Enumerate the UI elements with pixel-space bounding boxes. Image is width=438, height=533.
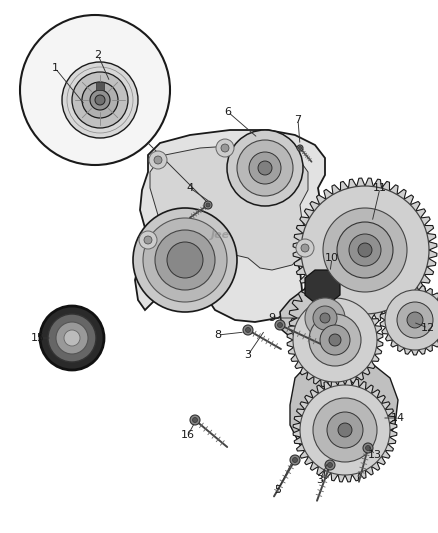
Circle shape <box>299 147 301 149</box>
Circle shape <box>216 139 234 157</box>
Circle shape <box>48 314 96 362</box>
Circle shape <box>301 244 309 252</box>
Circle shape <box>243 325 253 335</box>
Polygon shape <box>96 82 104 90</box>
Circle shape <box>397 302 433 338</box>
Circle shape <box>305 298 345 338</box>
Text: 12: 12 <box>421 323 435 333</box>
Circle shape <box>323 208 407 292</box>
Circle shape <box>349 234 381 266</box>
Circle shape <box>95 95 105 105</box>
Text: 1: 1 <box>52 63 59 73</box>
Circle shape <box>204 201 212 209</box>
Circle shape <box>365 446 371 450</box>
Circle shape <box>275 320 285 330</box>
Polygon shape <box>380 285 438 355</box>
Circle shape <box>338 423 352 437</box>
Circle shape <box>407 312 423 328</box>
Text: 16: 16 <box>181 430 195 440</box>
Circle shape <box>133 208 237 312</box>
Circle shape <box>206 203 210 207</box>
Circle shape <box>143 218 227 302</box>
Circle shape <box>249 152 281 184</box>
Text: 15: 15 <box>31 333 45 343</box>
Circle shape <box>64 330 80 346</box>
Circle shape <box>139 231 157 249</box>
Text: 13: 13 <box>368 450 382 460</box>
Circle shape <box>296 239 314 257</box>
Circle shape <box>82 82 118 118</box>
Circle shape <box>325 460 335 470</box>
Polygon shape <box>293 178 437 322</box>
Circle shape <box>192 417 198 423</box>
Circle shape <box>155 230 215 290</box>
Circle shape <box>300 385 390 475</box>
Text: 2: 2 <box>95 50 102 60</box>
Text: 4: 4 <box>187 183 194 193</box>
Circle shape <box>237 140 293 196</box>
Circle shape <box>313 398 377 462</box>
Polygon shape <box>148 145 308 285</box>
Circle shape <box>20 15 170 165</box>
Polygon shape <box>287 292 383 388</box>
Circle shape <box>149 151 167 169</box>
Polygon shape <box>305 270 340 303</box>
Polygon shape <box>293 378 397 482</box>
Circle shape <box>327 412 363 448</box>
Circle shape <box>320 325 350 355</box>
Circle shape <box>309 314 361 366</box>
Text: 3: 3 <box>244 350 251 360</box>
Circle shape <box>258 161 272 175</box>
Circle shape <box>328 463 332 467</box>
Circle shape <box>297 145 303 151</box>
Polygon shape <box>135 130 325 322</box>
Polygon shape <box>289 282 361 354</box>
Polygon shape <box>290 358 398 462</box>
Circle shape <box>227 130 303 206</box>
Circle shape <box>90 90 110 110</box>
Text: 14: 14 <box>391 413 405 423</box>
Circle shape <box>154 156 162 164</box>
Circle shape <box>337 222 393 278</box>
Text: 9: 9 <box>268 313 276 323</box>
Text: 7: 7 <box>294 115 301 125</box>
Circle shape <box>246 327 251 333</box>
Circle shape <box>278 322 283 327</box>
Circle shape <box>293 457 297 463</box>
Circle shape <box>290 455 300 465</box>
Circle shape <box>56 322 88 354</box>
Circle shape <box>167 242 203 278</box>
Text: Jee: Jee <box>210 230 230 240</box>
Text: 10: 10 <box>325 253 339 263</box>
Text: 6: 6 <box>225 107 232 117</box>
Circle shape <box>221 144 229 152</box>
Circle shape <box>329 334 341 346</box>
Circle shape <box>358 243 372 257</box>
Text: 5: 5 <box>275 485 282 495</box>
Circle shape <box>385 290 438 350</box>
Circle shape <box>72 72 128 128</box>
Circle shape <box>363 443 373 453</box>
Circle shape <box>320 313 330 323</box>
Circle shape <box>190 415 200 425</box>
Text: 3: 3 <box>317 475 324 485</box>
Circle shape <box>293 298 377 382</box>
Circle shape <box>40 306 104 370</box>
Text: 8: 8 <box>215 330 222 340</box>
Circle shape <box>313 306 337 330</box>
Circle shape <box>301 186 429 314</box>
Circle shape <box>62 62 138 138</box>
Circle shape <box>144 236 152 244</box>
Polygon shape <box>280 282 368 350</box>
Text: 11: 11 <box>373 183 387 193</box>
